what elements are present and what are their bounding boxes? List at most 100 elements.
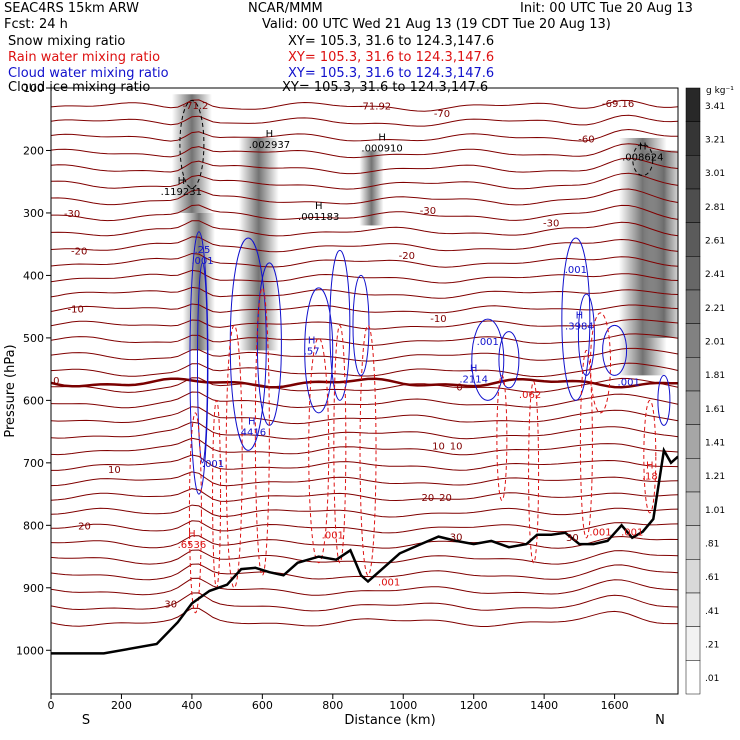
axes: 0 200 400 600 800 1000 1200 1400 160010009008007… xyxy=(16,82,629,712)
model-title: SEAC4RS 15km ARW xyxy=(4,1,140,16)
colorbar-swatch xyxy=(685,525,701,560)
colorbar-label: 2.41 xyxy=(705,270,725,280)
x-tick-label: 400 xyxy=(181,699,202,712)
rain-water-contour xyxy=(359,324,377,576)
x-tick-label: 200 xyxy=(111,699,132,712)
rain-water-contour xyxy=(225,324,243,589)
y-tick-label: 300 xyxy=(23,207,44,220)
plot-frame xyxy=(50,87,679,695)
isotherm-label: 0 xyxy=(456,383,462,394)
colorbar-label: 2.61 xyxy=(705,237,725,247)
extremum-label: .2114 xyxy=(459,375,488,386)
isotherm-label: -30 xyxy=(420,206,436,217)
colorbar: 3.41 3.21 3.01 2.81 2.61 2.41 2.21 2.01 1.81 1.61… xyxy=(685,87,725,695)
colorbar-swatch xyxy=(685,87,701,122)
isotherm-line xyxy=(51,421,678,440)
field-snow-name: Snow mixing ratio xyxy=(8,34,126,49)
isotherm-line xyxy=(51,607,678,627)
rain-water-contour xyxy=(212,399,222,589)
cloud-water-contour xyxy=(196,262,208,464)
isotherm-line xyxy=(51,128,678,142)
isotherm-label: -71.92 xyxy=(359,101,391,112)
isotherm-line xyxy=(51,172,678,190)
isotherm-label: -10 xyxy=(67,305,83,316)
extremum-label: .001 xyxy=(322,531,344,542)
x-tick-label: 0 xyxy=(48,699,55,712)
cloud-water-contour xyxy=(561,237,591,401)
isotherm-label: 20 xyxy=(439,493,452,504)
colorbar-swatch xyxy=(685,660,701,695)
isotherm-line xyxy=(51,347,678,362)
center-label: NCAR/MMM xyxy=(248,1,323,16)
isotherm-line xyxy=(51,406,678,425)
colorbar-swatch xyxy=(685,559,701,594)
y-tick-label: 600 xyxy=(23,394,44,407)
isotherm-label: 10 xyxy=(450,441,463,452)
cloud-ice-contour xyxy=(179,99,205,189)
rain-water-contour xyxy=(254,287,270,576)
x-axis-south-label: S xyxy=(82,713,90,728)
extremum-label: .3984 xyxy=(565,321,594,332)
isotherm-line xyxy=(51,204,678,222)
rain-water-contour xyxy=(643,399,657,514)
extremum-label: .001 xyxy=(621,528,643,539)
y-tick-label: 500 xyxy=(23,332,44,345)
isotherm-line xyxy=(51,549,678,565)
isotherm-line xyxy=(51,391,678,409)
isotherm-line xyxy=(51,318,678,330)
snow-shading xyxy=(171,94,212,213)
x-tick-label: 1000 xyxy=(389,699,417,712)
colorbar-swatch xyxy=(685,121,701,156)
isotherm-line xyxy=(51,143,678,159)
isotherm-line xyxy=(51,437,678,456)
field-rain-name: Rain water mixing ratio xyxy=(8,50,161,65)
y-tick-label: 900 xyxy=(23,582,44,595)
isotherm-label: -60 xyxy=(578,135,594,146)
isotherm-line xyxy=(51,563,678,581)
snow-shading xyxy=(238,137,279,351)
isotherm-line xyxy=(51,488,678,502)
colorbar-swatch xyxy=(685,592,701,627)
cloud-water-contour xyxy=(229,237,267,451)
isotherm-label: -69.16 xyxy=(602,99,634,110)
isotherm-label: 20 xyxy=(78,521,91,532)
field-rain-xy: XY= 105.3, 31.6 to 124.3,147.6 xyxy=(288,50,495,65)
y-tick-label: 1000 xyxy=(16,644,44,657)
extremum-label: .4416 xyxy=(237,428,266,439)
rain-water-contour xyxy=(579,349,593,539)
y-tick-label: 400 xyxy=(23,269,44,282)
forecast-hour: Fcst: 24 h xyxy=(4,17,68,32)
colorbar-label: 1.41 xyxy=(705,439,725,449)
field-cloudwater-name: Cloud water mixing ratio xyxy=(8,66,169,81)
colorbar-swatch xyxy=(685,289,701,324)
colorbar-swatch xyxy=(685,323,701,358)
colorbar-label: 3.41 xyxy=(705,102,725,112)
cloud-ice-contour xyxy=(632,143,654,176)
extremum-label: H xyxy=(470,364,478,375)
cloud-water-contour xyxy=(577,293,595,376)
extremum-label: H xyxy=(646,460,654,471)
extremum-label: .25 xyxy=(195,245,211,256)
isotherm-line xyxy=(51,157,678,175)
extremum-label: .001 xyxy=(589,528,611,539)
field-snow-xy: XY= 105.3, 31.6 to 124.3,147.6 xyxy=(288,34,495,49)
isotherm-label: -70 xyxy=(434,109,450,120)
rain-water-contour xyxy=(188,412,202,614)
snow-shading xyxy=(182,212,215,351)
extremum-label: .008624 xyxy=(622,153,663,164)
isotherm-line xyxy=(51,577,678,596)
extremum-label: .001 xyxy=(618,378,640,389)
extremum-label: H xyxy=(266,129,274,140)
isotherm-label: -71.2 xyxy=(182,101,208,112)
isotherm-line xyxy=(51,269,678,284)
colorbar-swatch xyxy=(685,256,701,291)
plot-area: -71.2 -71.92 -70 -69.16 -60 -30 -30 -30 -20 -20 -1… xyxy=(51,94,678,655)
isotherm-line xyxy=(51,333,678,346)
extremum-label: .001 xyxy=(191,256,213,267)
colorbar-label: .41 xyxy=(705,607,719,617)
cloud-water-contour xyxy=(471,318,505,401)
cloud-water-contour xyxy=(329,249,351,401)
colorbar-label: 1.01 xyxy=(705,506,725,516)
rain-water-contour xyxy=(333,324,347,564)
